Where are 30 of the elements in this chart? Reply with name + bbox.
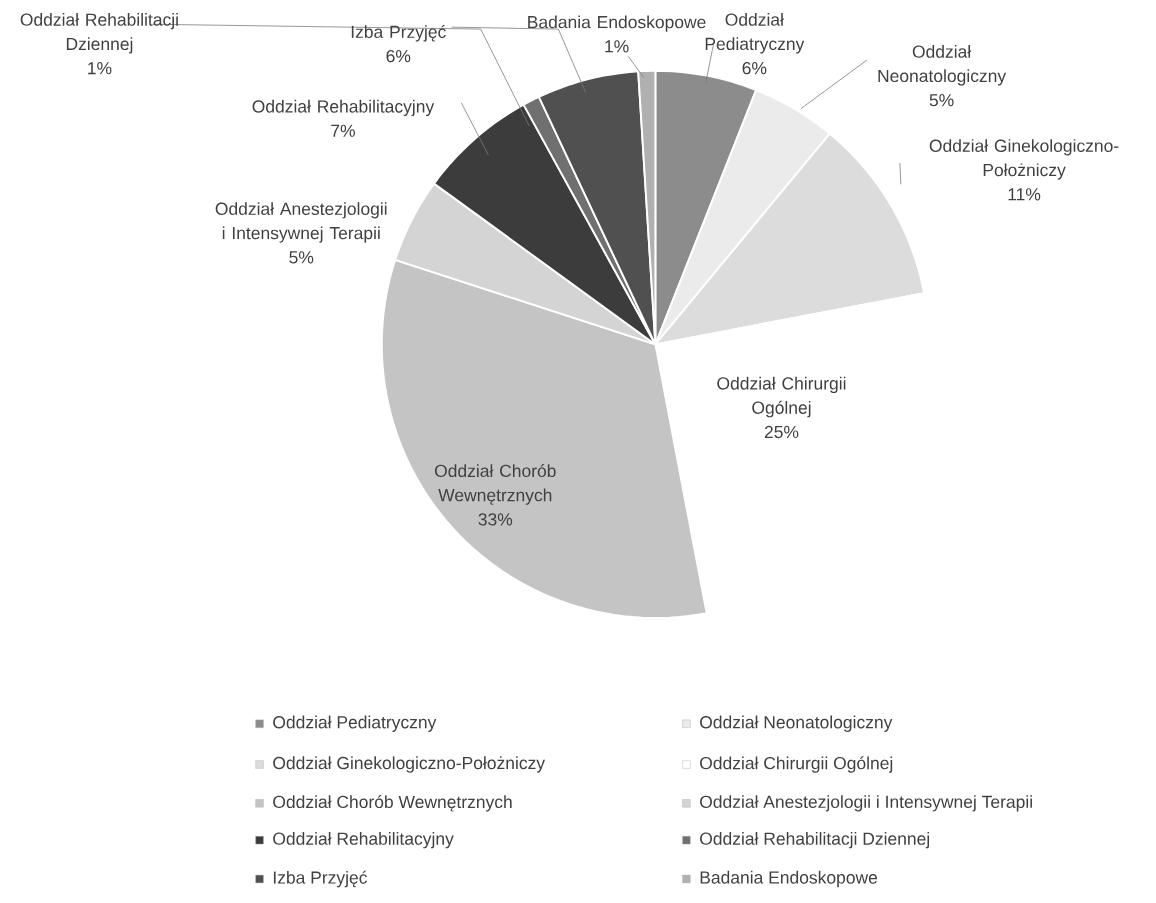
data-label: 1% [605,40,629,53]
data-label: 25% [764,425,799,439]
data-label: 7% [331,124,355,137]
slice-label: Oddział Rehabilitacji Dziennej [20,12,178,54]
legend-label: Oddział Rehabilitacji Dziennej [700,831,930,849]
data-label: 33% [478,513,513,526]
legend-label: Oddział Rehabilitacyjny [273,831,454,849]
legend-label: Oddział Anestezjologii i Intensywnej Terapii [700,795,1032,812]
slice-label: Badania Endoskopowe [528,15,706,32]
legend-label: Oddział Chorób Wewnętrznych [273,794,512,812]
legend-label: Oddział Ginekologiczno-Położniczy [273,756,546,773]
data-label: 5% [929,93,954,107]
slice-label: Oddział Chirurgii Ogólnej [717,376,846,418]
slice-label: Oddział Chorób Wewnętrznych [434,463,556,505]
legend-label: Izba Przyjęć [273,870,367,888]
slice-label: Oddział Rehabilitacyjny [252,99,435,116]
legend-label: Badania Endoskopowe [700,870,878,888]
legend-label: Oddział Pediatryczny [273,715,437,732]
slice-label: Oddział Ginekologiczno-Położniczy [929,139,1119,180]
slice-label: Oddział Anestezjologii i Intensywnej Terapii [215,202,387,243]
legend-label: Oddział Neonatologiczny [700,715,893,732]
data-label: 6% [386,49,411,63]
slice-label: Oddział Pediatryczny [705,12,805,54]
data-label: 5% [289,251,314,264]
data-label: 11% [1008,188,1041,201]
slice-label: Oddział Chirurgii Ogólnej [700,756,893,773]
data-label: 1% [88,61,112,75]
slice-label: Izba Przyjęć [351,24,446,42]
slice-label: Oddział Neonatologiczny [878,44,1007,86]
data-label: 6% [742,61,767,75]
